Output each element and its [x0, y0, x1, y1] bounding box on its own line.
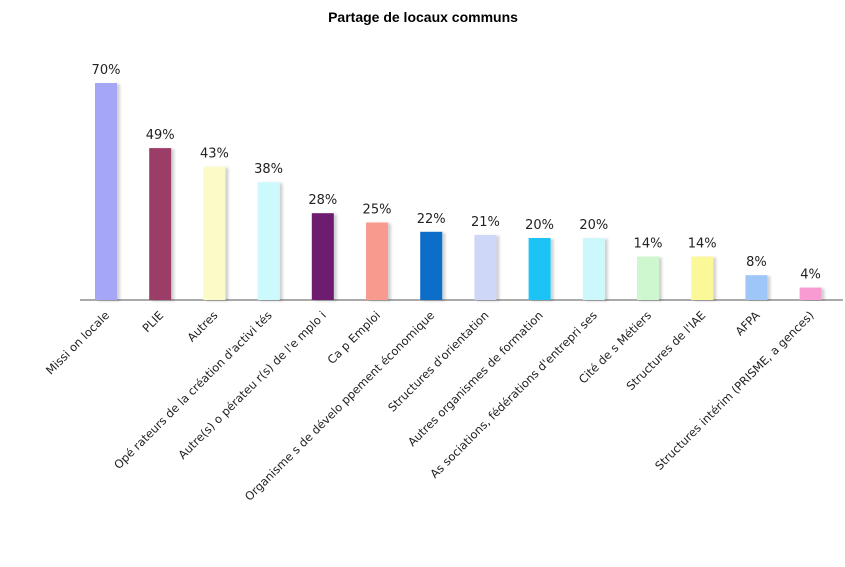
category-label: Structures d'orientation	[385, 308, 491, 414]
value-label: 20%	[525, 218, 554, 233]
value-label: 49%	[146, 128, 175, 143]
value-label: 70%	[92, 63, 121, 78]
bar	[582, 238, 605, 300]
bar	[474, 234, 497, 300]
value-label: 28%	[308, 193, 337, 208]
bar	[95, 83, 117, 300]
bar	[528, 238, 551, 300]
value-label: 8%	[746, 255, 767, 270]
bar	[366, 222, 388, 300]
bar	[257, 182, 280, 300]
category-label: AFPA	[732, 308, 762, 338]
plot-area: 70%Missi on locale49%PLIE43%Autres38%Opé…	[43, 63, 843, 504]
value-label: 20%	[579, 218, 608, 233]
bar	[311, 213, 334, 300]
value-label: 14%	[634, 237, 663, 252]
category-label: Organisme s de dévelo ppement économique	[242, 308, 437, 503]
category-label: PLIE	[139, 308, 166, 335]
bar	[691, 256, 714, 300]
bar	[420, 231, 443, 300]
bar	[745, 275, 768, 300]
value-label: 22%	[417, 212, 446, 227]
bar	[637, 256, 659, 300]
bar	[203, 166, 226, 300]
chart-title: Partage de locaux communs	[328, 9, 518, 25]
value-label: 4%	[800, 268, 821, 283]
value-label: 38%	[254, 162, 283, 177]
value-label: 14%	[688, 237, 717, 252]
category-label: Autres	[184, 308, 220, 344]
bar	[149, 148, 172, 300]
value-label: 43%	[200, 147, 229, 162]
value-label: 25%	[363, 203, 392, 218]
value-label: 21%	[471, 215, 500, 230]
category-label: Ca p Emploi	[325, 308, 384, 367]
bar	[799, 287, 822, 300]
category-label: Missi on locale	[43, 308, 112, 377]
